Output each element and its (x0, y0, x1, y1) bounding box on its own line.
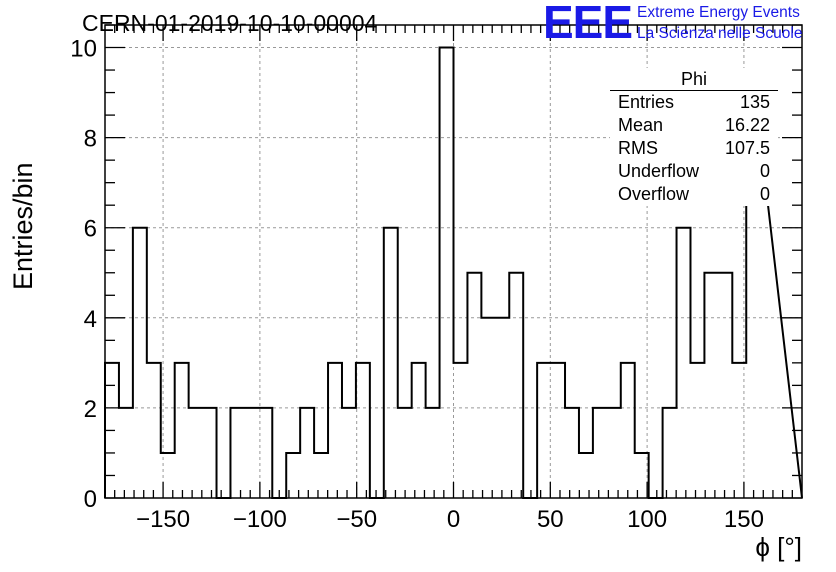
stats-label: Underflow (618, 161, 700, 181)
stats-row-underflow: Underflow 0 (610, 160, 778, 183)
x-tick-label: 100 (627, 506, 667, 533)
x-tick-labels: −150 −100 −50 0 50 100 150 (136, 506, 764, 533)
x-axis-label: ϕ [°] (755, 532, 802, 562)
y-tick-label: 10 (70, 36, 97, 63)
stats-row-entries: Entries 135 (610, 91, 778, 114)
logo-line-1: Extreme Energy Events (637, 4, 800, 21)
stats-row-rms: RMS 107.5 (610, 137, 778, 160)
y-axis-label: Entries/bin (8, 162, 38, 290)
x-tick-label: −150 (136, 506, 190, 533)
x-tick-label: 0 (447, 506, 460, 533)
chart-title: CERN-01-2019-10-10-00004 (82, 10, 378, 36)
y-axis-label-wrap: Entries/bin (0, 110, 58, 290)
stats-label: Entries (618, 92, 675, 112)
stats-value: 0 (759, 161, 770, 181)
stats-box-title: Phi (610, 68, 778, 91)
y-tick-label: 4 (84, 306, 97, 333)
stats-value: 135 (739, 92, 770, 112)
x-tick-label: −100 (233, 506, 287, 533)
x-tick-label: 50 (537, 506, 564, 533)
y-tick-label: 0 (84, 486, 97, 513)
x-tick-label: 150 (724, 506, 764, 533)
stats-label: Overflow (618, 184, 690, 204)
stats-box: Phi Entries 135 Mean 16.22 RMS 107.5 Und… (610, 68, 778, 206)
y-tick-labels: 0 2 4 6 8 10 (70, 36, 97, 513)
y-tick-label: 6 (84, 216, 97, 243)
stats-label: RMS (618, 138, 658, 158)
stats-row-mean: Mean 16.22 (610, 114, 778, 137)
stats-value: 0 (759, 184, 770, 204)
stats-label: Mean (618, 115, 664, 135)
stats-value: 107.5 (724, 138, 770, 158)
y-tick-label: 8 (84, 126, 97, 153)
eee-logo: EEE (543, 0, 633, 48)
x-tick-label: −50 (336, 506, 377, 533)
stats-value: 16.22 (724, 115, 770, 135)
logo-line-2: La Scienza nelle Scuole (637, 25, 803, 42)
stats-row-overflow: Overflow 0 (610, 183, 778, 206)
axis-ticks (105, 24, 802, 499)
y-tick-label: 2 (84, 396, 97, 423)
